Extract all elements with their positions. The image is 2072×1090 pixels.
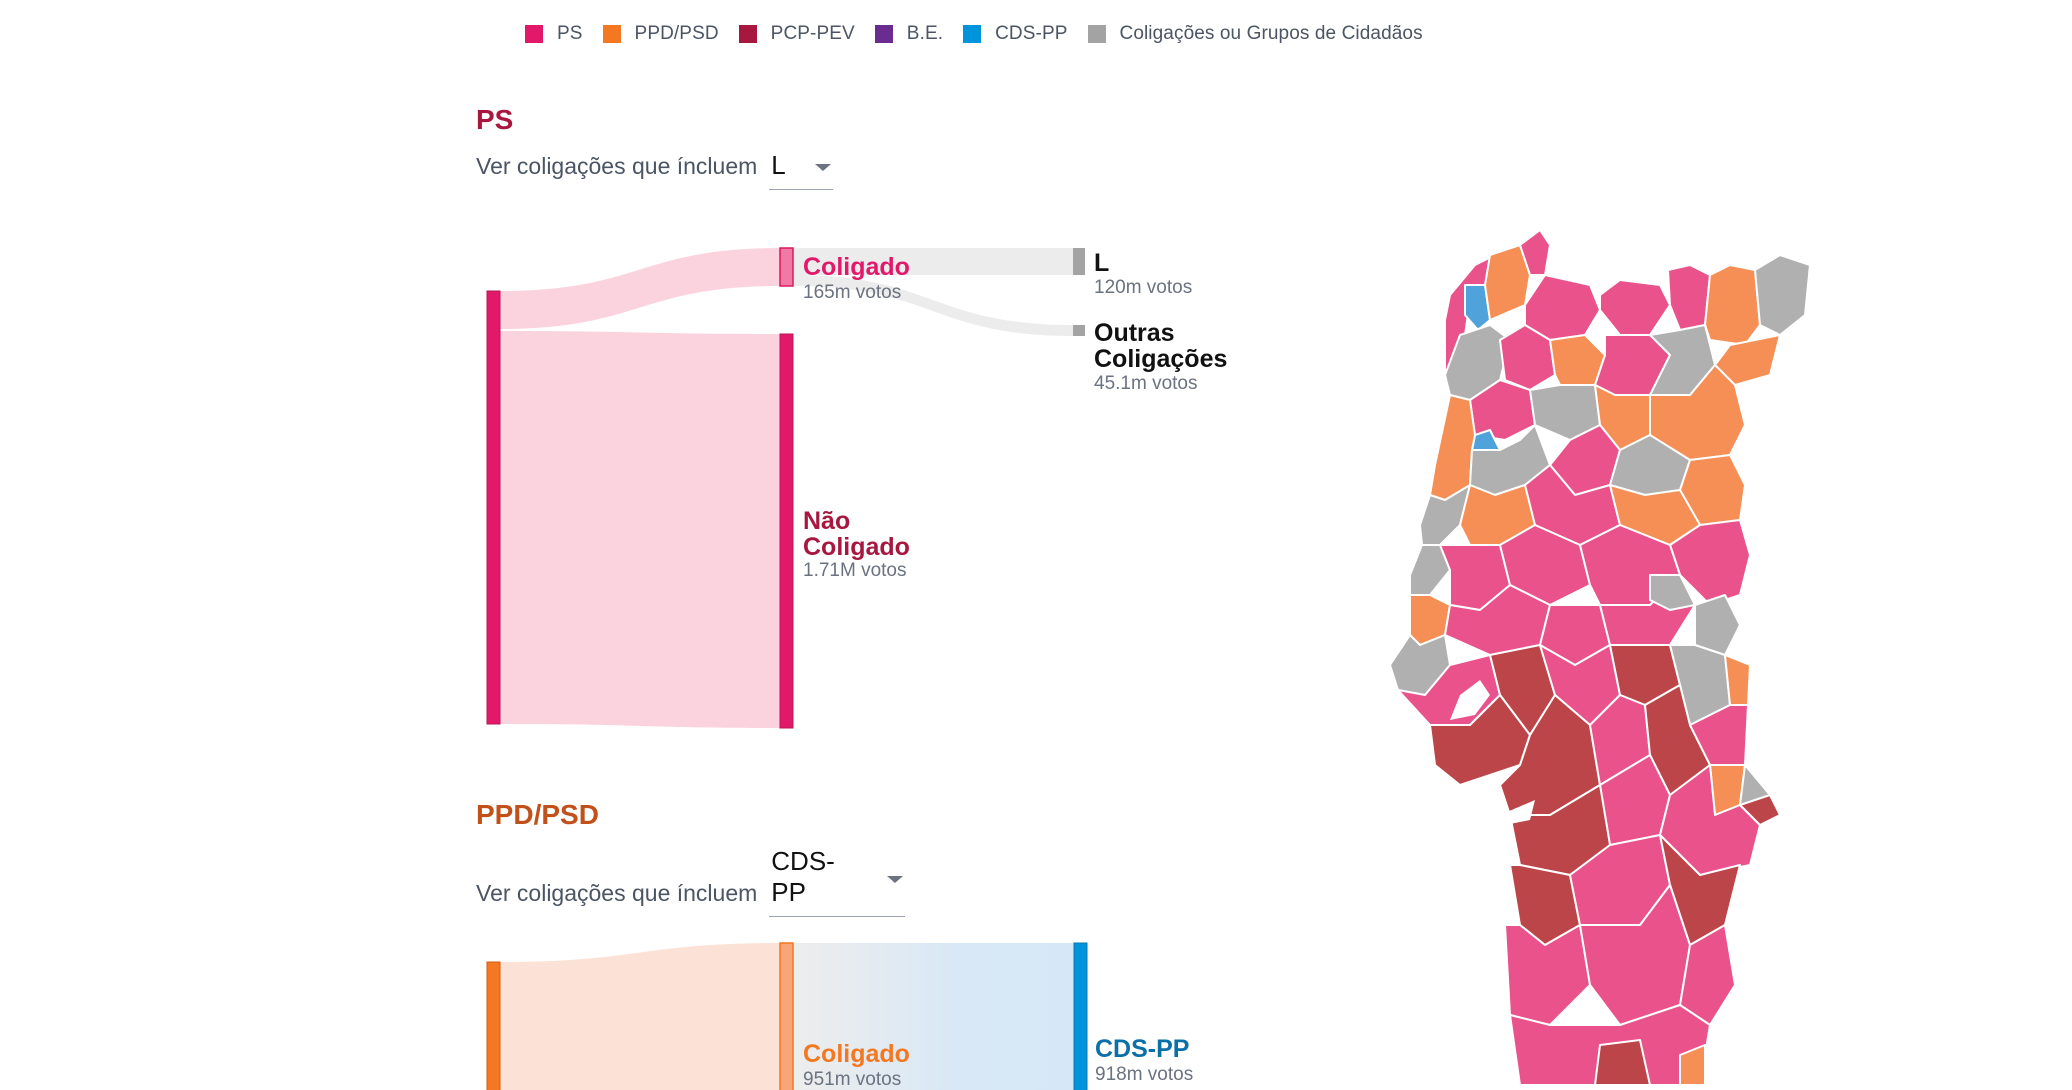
votes-cds-pp: 918m votos bbox=[1095, 1064, 1194, 1085]
legend-label: CDS-PP bbox=[995, 23, 1068, 44]
legend-label: PCP-PEV bbox=[770, 23, 855, 44]
legend-label: PPD/PSD bbox=[634, 23, 719, 44]
label-ps-nao-coligado-line2: Coligado bbox=[803, 533, 910, 561]
legend-item-coligacoes: Coligações ou Grupos de Cidadãos bbox=[1087, 23, 1423, 45]
region-pink-south3 bbox=[1679, 924, 1736, 1026]
section-title-ps: PS bbox=[476, 104, 514, 135]
link-ps-nao-coligado bbox=[500, 331, 780, 728]
label-psd-coligado: Coligado bbox=[803, 1040, 910, 1068]
label-outras-line2: Coligações bbox=[1094, 345, 1228, 373]
select-value: CDS-PP bbox=[771, 846, 835, 907]
region-pcp-algarve bbox=[1594, 1039, 1651, 1085]
legend-item-pcp: PCP-PEV bbox=[738, 23, 855, 45]
votes-outras: 45.1m votos bbox=[1094, 373, 1198, 394]
region-pink-n1 bbox=[1519, 229, 1551, 276]
legend-label: B.E. bbox=[906, 23, 944, 44]
region-pink-ne bbox=[1667, 264, 1711, 331]
select-value: L bbox=[771, 150, 786, 180]
portugal-municipality-map bbox=[1389, 229, 1811, 1085]
region-gray-e4 bbox=[1694, 594, 1741, 656]
region-pcp-e10 bbox=[1739, 794, 1781, 826]
swatch-coligacoes bbox=[1087, 25, 1106, 43]
swatch-cds bbox=[963, 25, 982, 43]
legend-label: Coligações ou Grupos de Cidadãos bbox=[1119, 23, 1423, 44]
sankey-ps bbox=[486, 247, 1088, 1090]
label-cds-pp: CDS-PP bbox=[1095, 1035, 1190, 1063]
swatch-be bbox=[874, 25, 893, 43]
region-gray-ne bbox=[1754, 254, 1811, 336]
swatch-pcp bbox=[738, 25, 757, 43]
label-outras-line1: Outras bbox=[1094, 319, 1175, 347]
label-ps-coligado: Coligado bbox=[803, 253, 910, 281]
region-pink-e7 bbox=[1689, 704, 1749, 766]
filter-label: Ver coligações que íncluem bbox=[476, 153, 758, 179]
node-ps-coligado bbox=[779, 247, 794, 287]
coalition-select-ps[interactable]: L bbox=[769, 150, 834, 190]
swatch-psd bbox=[602, 25, 621, 43]
region-gray-e3 bbox=[1649, 574, 1696, 611]
node-ps-source bbox=[486, 290, 501, 725]
sado-estuary bbox=[1500, 800, 1535, 825]
legend-item-be: B.E. bbox=[874, 23, 944, 45]
region-orange-ne bbox=[1704, 264, 1761, 346]
link-coligado-l bbox=[793, 248, 1073, 275]
filter-row-ps: Ver coligações que íncluem L bbox=[476, 150, 834, 190]
label-ps-nao-coligado-line1: Não bbox=[803, 507, 851, 535]
node-l bbox=[1073, 248, 1085, 275]
link-ps-coligado bbox=[500, 248, 780, 329]
legend-item-psd: PPD/PSD bbox=[602, 23, 719, 45]
link-coligado-cds bbox=[793, 943, 1074, 1090]
chevron-down-icon bbox=[815, 164, 832, 171]
region-orange-e6 bbox=[1724, 654, 1751, 706]
legend-item-cds: CDS-PP bbox=[963, 23, 1067, 45]
region-orange-algarve bbox=[1679, 1044, 1706, 1085]
region-pink-n3 bbox=[1599, 279, 1671, 336]
node-outras-coligacoes bbox=[1073, 325, 1085, 336]
filter-label: Ver coligações que íncluem bbox=[476, 880, 758, 906]
node-psd-coligado bbox=[779, 942, 794, 1090]
node-ps-nao-coligado bbox=[779, 333, 794, 729]
region-blue-nw bbox=[1464, 284, 1491, 331]
votes-ps-nao-coligado: 1.71M votos bbox=[803, 560, 907, 581]
legend-label: PS bbox=[557, 23, 583, 44]
chevron-down-icon bbox=[887, 875, 904, 883]
swatch-ps bbox=[525, 25, 543, 43]
votes-ps-coligado: 165m votos bbox=[803, 282, 902, 303]
party-legend: PS PPD/PSD PCP-PEV B.E. CDS-PP Coligaçõe… bbox=[525, 22, 1443, 46]
coalition-select-psd[interactable]: CDS-PP bbox=[769, 846, 906, 917]
region-orange-ne2 bbox=[1714, 334, 1781, 386]
section-title-psd: PPD/PSD bbox=[476, 799, 599, 830]
label-l: L bbox=[1094, 249, 1110, 277]
filter-row-psd: Ver coligações que íncluem CDS-PP bbox=[476, 846, 906, 917]
legend-item-ps: PS bbox=[525, 23, 583, 45]
link-psd-coligado bbox=[500, 943, 780, 1090]
votes-l: 120m votos bbox=[1094, 277, 1193, 298]
link-coligado-outras bbox=[793, 275, 1073, 336]
region-orange-c1 bbox=[1429, 394, 1476, 501]
node-psd-source bbox=[486, 961, 501, 1090]
tejo-estuary bbox=[1450, 680, 1490, 720]
votes-psd-coligado: 951m votos bbox=[803, 1069, 902, 1090]
region-pink-n2 bbox=[1524, 274, 1601, 341]
node-cds-pp bbox=[1073, 942, 1088, 1090]
